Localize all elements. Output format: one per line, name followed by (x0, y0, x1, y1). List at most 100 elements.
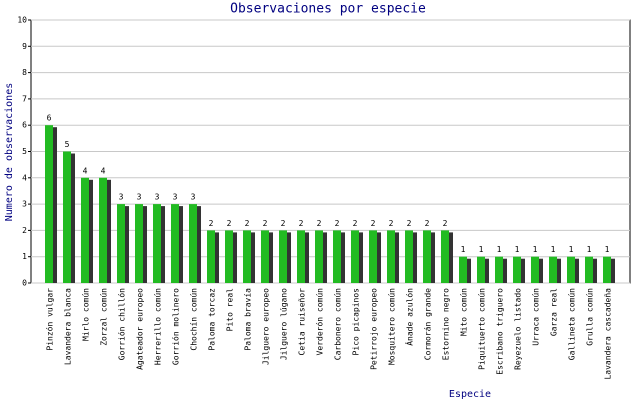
x-tick-label: Paloma torcaz (208, 288, 217, 351)
data-label: 2 (263, 219, 268, 228)
bar (171, 204, 179, 283)
x-tick-label: Agateador europeo (136, 288, 145, 370)
bar (297, 230, 305, 283)
x-tick-label: Piquituerto común (478, 288, 487, 370)
y-tick-label: 4 (22, 173, 27, 182)
bar (81, 177, 89, 283)
x-tick-label: Cetia ruiseñor (298, 288, 307, 356)
data-label: 2 (389, 219, 394, 228)
data-label: 2 (227, 219, 232, 228)
x-tick-label: Carbonero común (334, 288, 343, 360)
x-axis-title: Especie (449, 389, 491, 400)
data-label: 4 (83, 166, 88, 175)
x-tick-label: Herrerillo común (154, 288, 163, 365)
bar (99, 177, 107, 283)
x-tick-label: Mosquitero común (388, 288, 397, 365)
bar (369, 230, 377, 283)
bar (333, 230, 341, 283)
bar (405, 230, 413, 283)
x-tick-label: Pico picapinos (352, 288, 361, 356)
y-tick-label: 10 (17, 16, 27, 25)
data-label: 4 (101, 166, 106, 175)
data-label: 2 (443, 219, 448, 228)
x-tick-label: Pinzón vulgar (45, 288, 55, 351)
y-tick-label: 6 (22, 121, 27, 130)
bar (63, 151, 71, 283)
x-tick-label: Escribano triguero (496, 288, 505, 375)
bar (423, 230, 431, 283)
y-axis-title: Numero de observaciones (4, 83, 15, 221)
y-tick-label: 9 (22, 42, 27, 51)
data-label: 2 (317, 219, 322, 228)
bar (549, 256, 557, 283)
bar (351, 230, 359, 283)
bar (225, 230, 233, 283)
data-label: 2 (425, 219, 430, 228)
data-label: 3 (119, 193, 124, 202)
bar (441, 230, 449, 283)
data-label: 3 (191, 193, 196, 202)
bar (135, 204, 143, 283)
data-label: 5 (65, 140, 70, 149)
x-tick-label: Jilguero lúgano (280, 288, 289, 360)
data-label: 3 (173, 193, 178, 202)
x-tick-label: Lavandera blanca (64, 288, 73, 365)
bar (243, 230, 251, 283)
data-label: 1 (515, 245, 520, 254)
data-label: 2 (371, 219, 376, 228)
data-label: 2 (335, 219, 340, 228)
y-tick-label: 7 (22, 94, 27, 103)
x-tick-label: Gallineta común (568, 288, 577, 360)
x-tick-label: Grulla común (586, 288, 595, 346)
data-label: 2 (353, 219, 358, 228)
data-label: 2 (245, 219, 250, 228)
data-label: 1 (569, 245, 574, 254)
x-tick-label: Lavandera cascadeña (604, 288, 613, 380)
data-label: 1 (605, 245, 610, 254)
data-label: 2 (407, 219, 412, 228)
x-tick-label: Gorrión chillón (117, 288, 127, 360)
data-label: 6 (47, 114, 52, 123)
x-tick-label: Reyezuelo listado (514, 288, 523, 370)
y-tick-label: 8 (22, 68, 27, 77)
x-tick-label: Estornino negro (442, 288, 451, 360)
data-label: 1 (497, 245, 502, 254)
data-label: 1 (533, 245, 538, 254)
x-tick-label: Gorrión molinero (171, 288, 181, 365)
data-label: 1 (461, 245, 466, 254)
y-tick-label: 1 (22, 252, 27, 261)
x-tick-label: Paloma bravía (244, 288, 253, 351)
bar (45, 125, 53, 283)
x-tick-label: Cormorán grande (424, 288, 433, 360)
data-label: 1 (551, 245, 556, 254)
bar (207, 230, 215, 283)
bar (585, 256, 593, 283)
data-label: 3 (137, 193, 142, 202)
x-tick-label: Petirrojo europeo (370, 288, 379, 370)
y-tick-label: 3 (22, 200, 27, 209)
chart-title: Observaciones por especie (230, 2, 426, 17)
x-tick-label: Zorzal común (100, 288, 109, 346)
x-tick-label: Urraca común (532, 288, 541, 346)
x-tick-label: Verderón común (315, 288, 325, 356)
x-tick-label: Garza real (550, 288, 559, 336)
data-label: 2 (281, 219, 286, 228)
bar (279, 230, 287, 283)
y-tick-label: 0 (22, 279, 27, 288)
bar (567, 256, 575, 283)
bar (315, 230, 323, 283)
bar (603, 256, 611, 283)
data-label: 1 (479, 245, 484, 254)
bar (117, 204, 125, 283)
x-tick-label: Pito real (226, 288, 235, 332)
bar (189, 204, 197, 283)
data-label: 2 (299, 219, 304, 228)
data-label: 1 (587, 245, 592, 254)
bar (387, 230, 395, 283)
bar (459, 256, 467, 283)
y-tick-label: 2 (22, 226, 27, 235)
y-tick-label: 5 (22, 147, 27, 156)
x-tick-label: Jilguero europeo (262, 288, 271, 365)
